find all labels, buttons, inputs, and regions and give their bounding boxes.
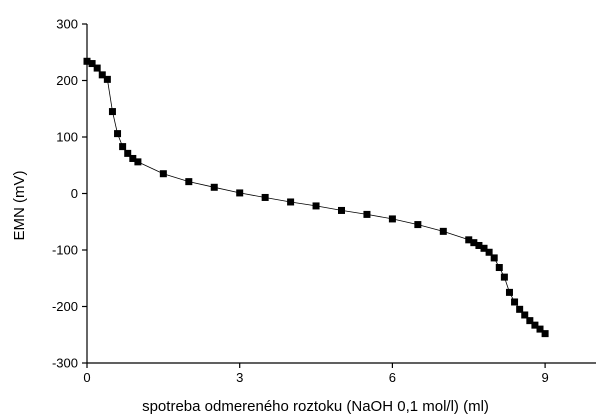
data-point bbox=[531, 321, 539, 329]
x-tick-label: 0 bbox=[83, 370, 90, 385]
data-point bbox=[470, 239, 478, 247]
data-point bbox=[505, 288, 513, 296]
x-tick-label: 9 bbox=[541, 370, 548, 385]
x-tick-label: 6 bbox=[389, 370, 396, 385]
data-point bbox=[287, 198, 295, 206]
data-point bbox=[103, 75, 111, 83]
y-tick-label: -200 bbox=[52, 299, 78, 314]
data-point bbox=[480, 244, 488, 252]
data-point bbox=[312, 202, 320, 210]
data-point bbox=[185, 178, 193, 186]
data-point bbox=[536, 325, 544, 333]
data-point bbox=[485, 248, 493, 256]
x-ticks: 0 3 6 9 bbox=[83, 363, 549, 385]
y-tick-label: 300 bbox=[56, 17, 78, 32]
data-point bbox=[159, 170, 167, 178]
data-point bbox=[526, 317, 534, 325]
data-point bbox=[388, 215, 396, 223]
data-point bbox=[93, 64, 101, 72]
data-point bbox=[465, 236, 473, 244]
y-axis-label: EMN (mV) bbox=[11, 171, 28, 241]
y-tick-label: 100 bbox=[56, 130, 78, 145]
data-point bbox=[210, 183, 218, 191]
y-tick-label: -300 bbox=[52, 356, 78, 371]
data-point bbox=[261, 193, 269, 201]
data-point bbox=[108, 108, 116, 116]
data-point bbox=[521, 311, 529, 319]
data-point bbox=[124, 149, 132, 157]
data-point bbox=[511, 298, 519, 306]
data-point bbox=[541, 330, 549, 338]
y-tick-label: 0 bbox=[71, 186, 78, 201]
data-point bbox=[98, 71, 106, 79]
series-line bbox=[86, 60, 546, 334]
data-point bbox=[490, 254, 498, 262]
data-point bbox=[114, 130, 122, 138]
y-tick-label: 200 bbox=[56, 73, 78, 88]
data-point bbox=[414, 221, 422, 229]
x-axis-label: spotreba odmereného roztoku (NaOH 0,1 mo… bbox=[142, 398, 489, 415]
data-point bbox=[88, 60, 96, 68]
x-tick-label: 3 bbox=[236, 370, 243, 385]
data-point bbox=[236, 189, 244, 197]
data-point bbox=[83, 57, 91, 65]
data-point bbox=[516, 305, 524, 313]
data-point bbox=[134, 158, 142, 166]
data-point bbox=[338, 206, 345, 214]
data-point bbox=[129, 154, 137, 162]
y-ticks: -300 -200 -100 0 100 200 300 bbox=[52, 17, 87, 371]
data-point bbox=[500, 273, 508, 281]
data-point bbox=[439, 227, 447, 235]
data-point bbox=[119, 143, 127, 151]
series-markers bbox=[83, 57, 549, 338]
data-point bbox=[475, 241, 483, 249]
y-tick-label: -100 bbox=[52, 243, 78, 258]
data-point bbox=[363, 210, 371, 218]
data-point bbox=[495, 264, 503, 272]
